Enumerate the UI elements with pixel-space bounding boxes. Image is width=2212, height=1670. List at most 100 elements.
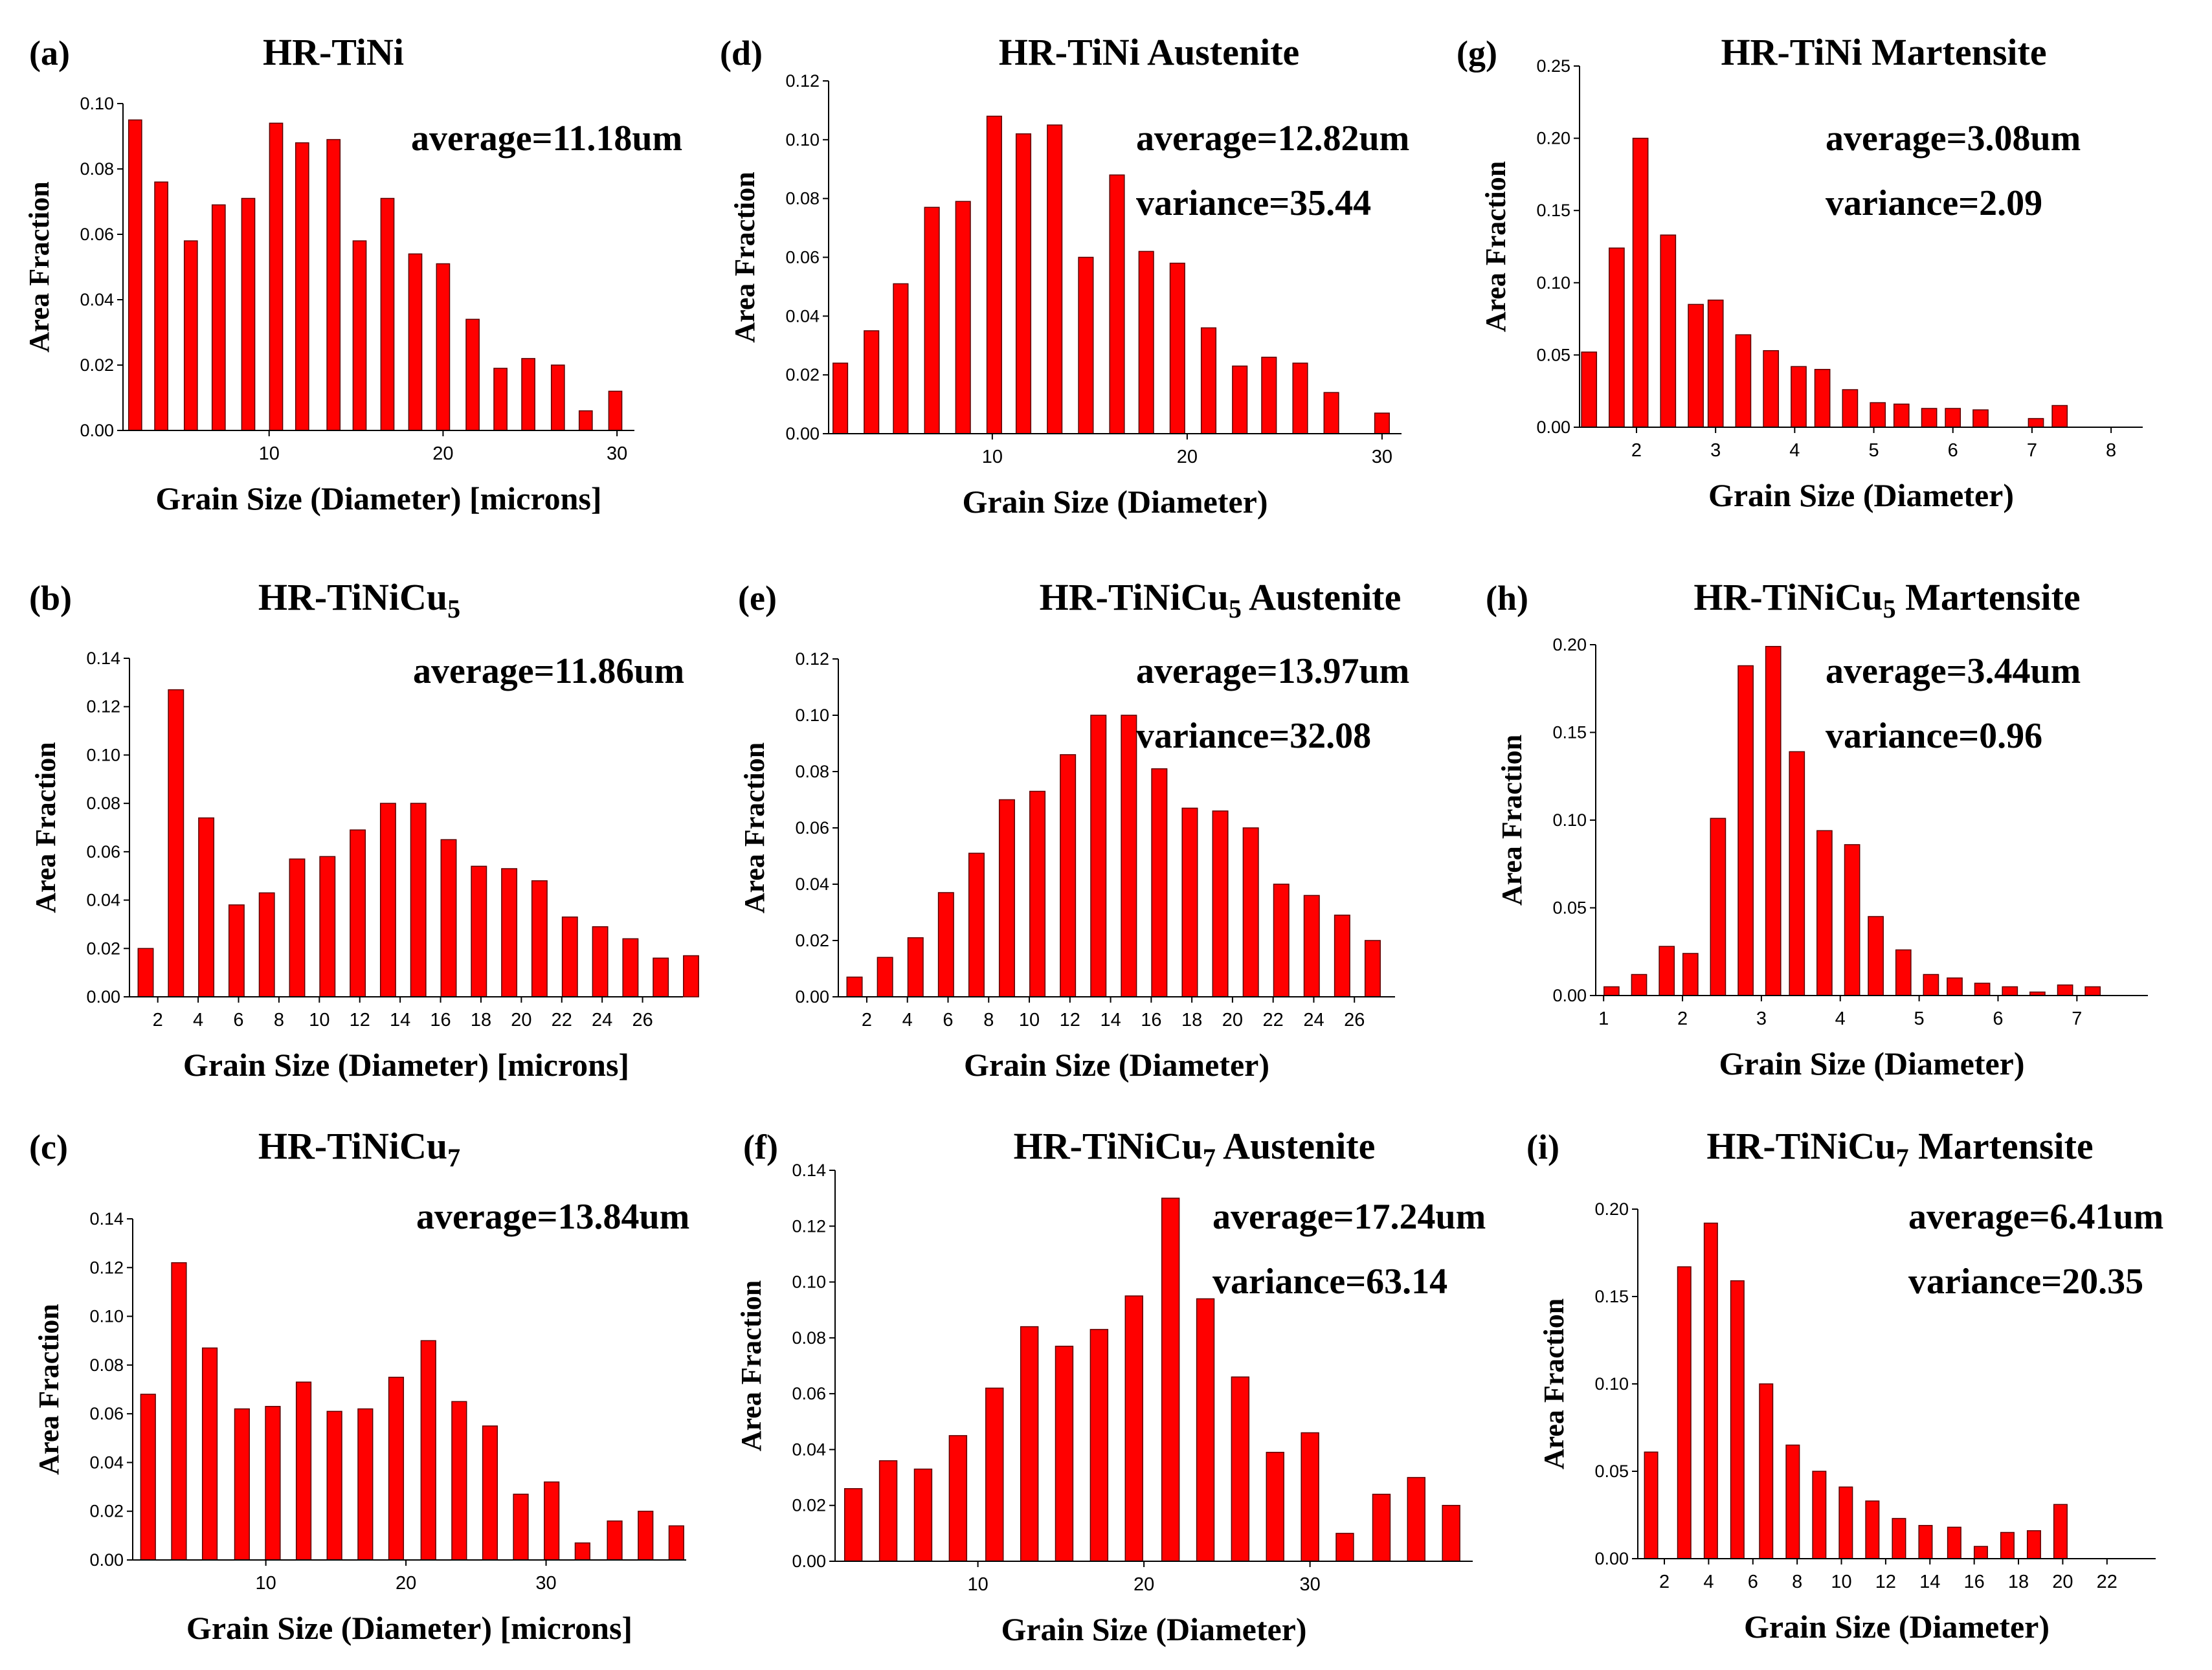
bar	[234, 1408, 250, 1561]
annotation: average=12.82um	[1136, 118, 1409, 159]
bar	[410, 803, 427, 997]
panel-label: (c)	[29, 1128, 68, 1166]
bar	[482, 1425, 498, 1561]
bar	[1273, 884, 1290, 997]
bar	[128, 119, 142, 431]
y-tick-label: 0.12	[89, 1258, 124, 1277]
y-tick-label: 0.06	[795, 818, 829, 838]
bar	[198, 817, 215, 997]
x-tick-label: 22	[552, 1010, 572, 1030]
x-tick-label: 18	[2008, 1572, 2029, 1592]
bar	[1212, 810, 1229, 997]
y-tick-label: 0.05	[1536, 345, 1570, 364]
panel-a: (a) HR-TiNi 0.00 0.02 0.04 0.06 0.08 0.10 10 20 30…	[23, 31, 682, 517]
y-tick-label: 0.06	[80, 225, 114, 244]
annotation: average=3.44um	[1826, 651, 2081, 691]
bar	[521, 358, 535, 431]
bar	[1151, 768, 1168, 997]
x-tick-label: 10	[982, 447, 1003, 467]
x-tick-label: 16	[1964, 1572, 1985, 1592]
bar	[1918, 1524, 1933, 1559]
y-tick-label: 0.20	[1536, 129, 1570, 148]
x-tick-label: 20	[432, 443, 453, 464]
y-tick-label: 0.25	[1536, 56, 1570, 76]
bar	[955, 201, 971, 434]
x-tick-label: 20	[1134, 1574, 1154, 1595]
x-axis-label: Grain Size (Diameter)	[1001, 1611, 1306, 1647]
x-tick-label: 24	[592, 1010, 612, 1030]
bar	[607, 1520, 623, 1561]
bar	[1121, 715, 1137, 997]
chart-title: HR-TiNiCu5 Martensite	[1693, 576, 2080, 623]
y-axis-label: Area Fraction	[33, 1304, 65, 1475]
chart-title: HR-TiNiCu5	[258, 576, 460, 623]
x-tick-label: 5	[1914, 1008, 1925, 1029]
y-axis-label: Area Fraction	[23, 181, 55, 352]
y-tick-label: 0.02	[89, 1502, 124, 1521]
bar	[578, 410, 593, 431]
bar	[436, 263, 451, 431]
y-tick-label: 0.08	[792, 1328, 826, 1348]
panel-i: (i) HR-TiNiCu7 Martensite 0.00 0.05 0.10 0.15…	[1526, 1125, 2163, 1645]
bar	[1730, 1280, 1745, 1559]
bar	[1055, 1346, 1074, 1562]
y-tick-label: 0.08	[785, 189, 820, 208]
bar	[592, 926, 609, 997]
bar	[1895, 949, 1912, 996]
bar	[622, 938, 639, 997]
x-tick-label: 7	[2027, 440, 2037, 461]
x-tick-label: 22	[2097, 1572, 2117, 1592]
chart-title: HR-TiNiCu7	[258, 1125, 460, 1172]
bar	[1372, 1493, 1391, 1562]
x-axis-label: Grain Size (Diameter) [microns]	[186, 1610, 632, 1646]
x-tick-label: 20	[2052, 1572, 2073, 1592]
bar	[1737, 665, 1754, 996]
x-axis-label: Grain Size (Diameter) [microns]	[155, 480, 601, 517]
bar	[1181, 807, 1198, 997]
bar	[388, 1376, 405, 1561]
bar	[1196, 1298, 1215, 1562]
bar	[2028, 418, 2044, 428]
x-tick-label: 26	[632, 1010, 653, 1030]
y-axis-label: Area Fraction	[1496, 735, 1528, 906]
y-tick-label: 0.14	[89, 1209, 124, 1229]
bar	[1020, 1326, 1039, 1562]
bar	[913, 1468, 933, 1562]
y-tick-label: 0.10	[1552, 810, 1587, 830]
annotation: variance=35.44	[1136, 183, 1371, 223]
x-tick-label: 6	[233, 1010, 243, 1030]
y-tick-label: 0.06	[89, 1404, 124, 1423]
bar	[289, 858, 306, 997]
bar	[1603, 986, 1620, 996]
bar	[168, 689, 184, 997]
bar	[326, 1410, 342, 1561]
x-tick-label: 4	[902, 1010, 913, 1030]
x-tick-label: 6	[1748, 1572, 1758, 1592]
bar	[1923, 974, 1939, 996]
chart-title: HR-TiNiCu5 Austenite	[1040, 576, 1402, 623]
y-tick-label: 0.00	[1594, 1549, 1629, 1568]
bar	[985, 1387, 1004, 1562]
y-tick-label: 0.14	[86, 649, 120, 668]
y-tick-label: 0.06	[792, 1384, 826, 1403]
x-tick-label: 14	[390, 1010, 410, 1030]
y-tick-label: 0.05	[1594, 1462, 1629, 1481]
bar	[501, 868, 518, 997]
bar	[832, 362, 849, 434]
y-axis-label: Area Fraction	[729, 172, 761, 342]
y-tick-label: 0.12	[785, 71, 820, 91]
bar	[1677, 1266, 1692, 1559]
panel-label: (i)	[1526, 1128, 1559, 1166]
y-tick-label: 0.00	[80, 421, 114, 440]
y-tick-label: 0.00	[89, 1550, 124, 1570]
bar	[668, 1525, 684, 1561]
bar	[1812, 1471, 1827, 1559]
x-axis-label: Grain Size (Diameter)	[964, 1047, 1269, 1083]
bar	[1735, 334, 1752, 428]
x-tick-label: 2	[862, 1010, 872, 1030]
x-tick-label: 20	[1177, 447, 1198, 467]
panel-b: (b) HR-TiNiCu5 0.00 0.02 0.04 0.06 0.08 0.10 0.1…	[29, 576, 699, 1083]
x-tick-label: 10	[256, 1573, 276, 1594]
bar	[843, 1488, 863, 1562]
